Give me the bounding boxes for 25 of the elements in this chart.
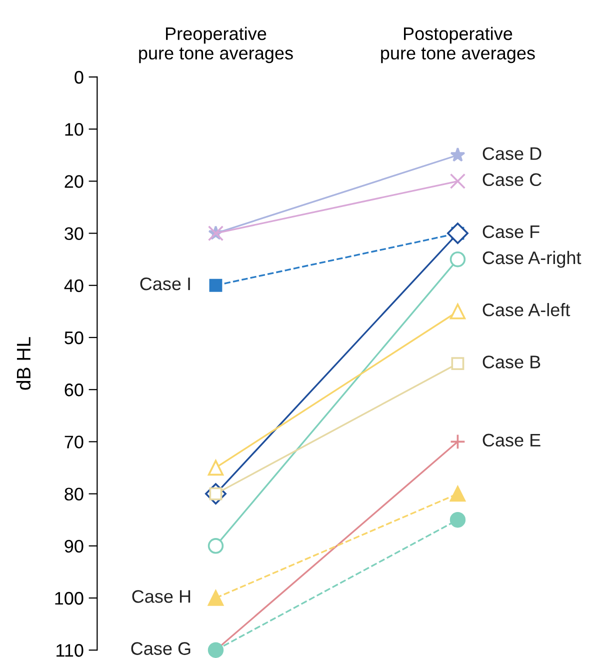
y-tick-label: 30	[64, 227, 84, 240]
series-label: Case B	[482, 356, 540, 368]
series-label: Case E	[482, 434, 540, 447]
series-label: Case A-left	[482, 303, 570, 316]
y-tick-label: 50	[64, 331, 84, 344]
series-label: Case H	[132, 590, 190, 603]
y-tick-label: 0	[74, 70, 84, 84]
y-tick-label: 20	[64, 175, 84, 188]
series-label: Case A-right	[482, 250, 582, 268]
series-label: Case C	[482, 173, 542, 186]
series-label: Case I	[140, 277, 190, 290]
x-tick-label: Preoperative pure tone averages	[139, 26, 293, 64]
y-tick-label: 80	[64, 488, 84, 501]
series-label: Case F	[482, 225, 540, 238]
y-tick-label: 110	[56, 644, 84, 657]
y-tick-label: 40	[64, 279, 84, 292]
series-label: Case D	[482, 147, 542, 160]
series-label: Case G	[131, 642, 190, 655]
y-tick-label: 70	[64, 436, 84, 448]
y-axis-title: dB HL	[16, 337, 31, 390]
y-tick-label: 90	[64, 540, 84, 553]
x-tick-label: Postoperative pure tone averages	[381, 26, 535, 64]
y-tick-label: 100	[55, 592, 84, 605]
y-tick-label: 60	[64, 384, 84, 396]
y-tick-label: 10	[65, 123, 84, 136]
